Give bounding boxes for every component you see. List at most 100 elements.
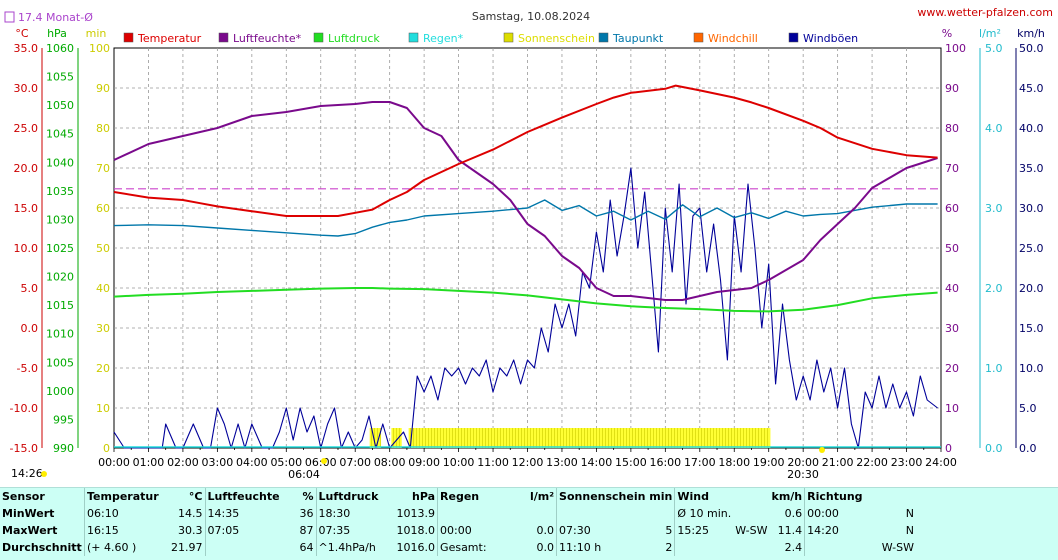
sunshine-tick-label: 50 [96, 242, 110, 255]
x-tick-label: 18:00 [718, 456, 750, 469]
unit-sunshine: min [86, 27, 107, 40]
x-tick-label: 20:00 [787, 456, 819, 469]
x-tick-label: 22:00 [856, 456, 888, 469]
x-tick-label: 06:00 [305, 456, 337, 469]
legend-label: Temperatur [137, 32, 202, 45]
rain-tick-label: 5.0 [985, 42, 1003, 55]
unit-humidity: % [942, 27, 952, 40]
legend-swatch [693, 32, 704, 43]
x-tick-label: 10:00 [443, 456, 475, 469]
x-tick-label: 13:00 [546, 456, 578, 469]
unit-pressure: hPa [47, 27, 67, 40]
cell: 14:35 [204, 505, 282, 522]
x-tick-label: 19:00 [753, 456, 785, 469]
cell: 18:30 [315, 505, 395, 522]
temperature-tick-label: -10.0 [10, 402, 38, 415]
wind-tick-label: 20.0 [1019, 282, 1044, 295]
sunshine-tick-label: 30 [96, 322, 110, 335]
pressure-tick-label: 1005 [46, 356, 74, 369]
rain-tick-label: 1.0 [985, 362, 1003, 375]
hdr-rain-unit: l/m² [529, 490, 555, 503]
cell [556, 505, 652, 522]
cell: 2 [665, 541, 673, 554]
cell: 00:00 [804, 505, 861, 522]
unit-temperature: °C [15, 27, 29, 40]
rain-tick-label: 3.0 [985, 202, 1003, 215]
x-tick-label: 15:00 [615, 456, 647, 469]
legend-label: Windchill [708, 32, 758, 45]
hdr-wind-unit: km/h [771, 490, 803, 503]
cell: (+ 4.60 ) [84, 539, 169, 556]
hdr-temperature-unit: °C [188, 490, 203, 503]
wind-tick-label: 35.0 [1019, 162, 1044, 175]
cell: 06:10 [84, 505, 169, 522]
wind-tick-label: 5.0 [1019, 402, 1037, 415]
unit-rain: l/m² [979, 27, 1001, 40]
pressure-tick-label: 1015 [46, 299, 74, 312]
x-tick-label: 14:00 [581, 456, 613, 469]
cell: 5 [665, 524, 673, 537]
row-label: MaxWert [2, 524, 58, 537]
x-tick-label: 07:00 [339, 456, 371, 469]
x-tick-label: 01:00 [133, 456, 165, 469]
pressure-tick-label: 1050 [46, 99, 74, 112]
sunshine-tick-label: 60 [96, 202, 110, 215]
x-tick-label: 12:00 [512, 456, 544, 469]
stats-header-row: Sensor Temperatur °C Luftfeuchte % Luftd… [0, 488, 916, 505]
x-tick-label: 03:00 [202, 456, 234, 469]
temperature-tick-label: 30.0 [14, 82, 39, 95]
chart-title: Samstag, 10.08.2024 [472, 10, 590, 23]
site-link[interactable]: www.wetter-pfalzen.com [917, 6, 1053, 19]
cell [674, 539, 734, 556]
statistics-panel: Sensor Temperatur °C Luftfeuchte % Luftd… [0, 487, 1058, 560]
x-tick-label: 08:00 [374, 456, 406, 469]
humidity-tick-label: 0 [945, 442, 952, 455]
pressure-tick-label: 1060 [46, 42, 74, 55]
humidity-tick-label: 90 [945, 82, 959, 95]
legend-label: Regen* [423, 32, 464, 45]
cell [512, 505, 557, 522]
cell: 11.4 [777, 524, 803, 537]
temperature-tick-label: 35.0 [14, 42, 39, 55]
stats-row-average: Durchschnitt (+ 4.60 ) 21.97 64 ^1.4hPa/… [0, 539, 916, 556]
cell: 16:15 [84, 522, 169, 539]
sunshine-tick-label: 40 [96, 282, 110, 295]
pressure-line [113, 287, 938, 313]
cell: 00:00 [437, 522, 513, 539]
cell: 1018.0 [396, 524, 436, 537]
wind-tick-label: 30.0 [1019, 202, 1044, 215]
cell: 1016.0 [396, 541, 436, 554]
wind-tick-label: 15.0 [1019, 322, 1044, 335]
x-tick-label: 23:00 [891, 456, 923, 469]
plot-area [113, 47, 942, 449]
humidity-tick-label: 30 [945, 322, 959, 335]
pressure-tick-label: 1000 [46, 385, 74, 398]
cell: 30.3 [178, 524, 203, 537]
humidity-tick-label: 10 [945, 402, 959, 415]
sunrise-icon [321, 458, 327, 464]
cell [733, 539, 769, 556]
humidity-tick-label: 70 [945, 162, 959, 175]
hdr-humidity: Luftfeuchte [204, 488, 282, 505]
weather-chart: Samstag, 10.08.2024 www.wetter-pfalzen.c… [4, 6, 1053, 481]
legend-swatch [218, 32, 229, 43]
cell: 0.0 [536, 524, 555, 537]
legend-swatch [313, 32, 324, 43]
cell: 2.4 [784, 541, 803, 554]
cell [651, 505, 674, 522]
cell [204, 539, 282, 556]
sunshine-tick-label: 20 [96, 362, 110, 375]
rain-tick-label: 4.0 [985, 122, 1003, 135]
sunset-icon [819, 447, 825, 453]
legend-swatch [408, 32, 419, 43]
row-label: Durchschnitt [2, 541, 82, 554]
sunshine-tick-label: 90 [96, 82, 110, 95]
hdr-pressure: Luftdruck [315, 488, 395, 505]
temperature-tick-label: 10.0 [14, 242, 39, 255]
humidity-line [113, 101, 938, 301]
pressure-tick-label: 1025 [46, 242, 74, 255]
wind-tick-label: 10.0 [1019, 362, 1044, 375]
pressure-tick-label: 995 [53, 413, 74, 426]
hdr-sunshine: Sonnenschein min [556, 488, 675, 505]
sunshine-bar [408, 428, 771, 448]
